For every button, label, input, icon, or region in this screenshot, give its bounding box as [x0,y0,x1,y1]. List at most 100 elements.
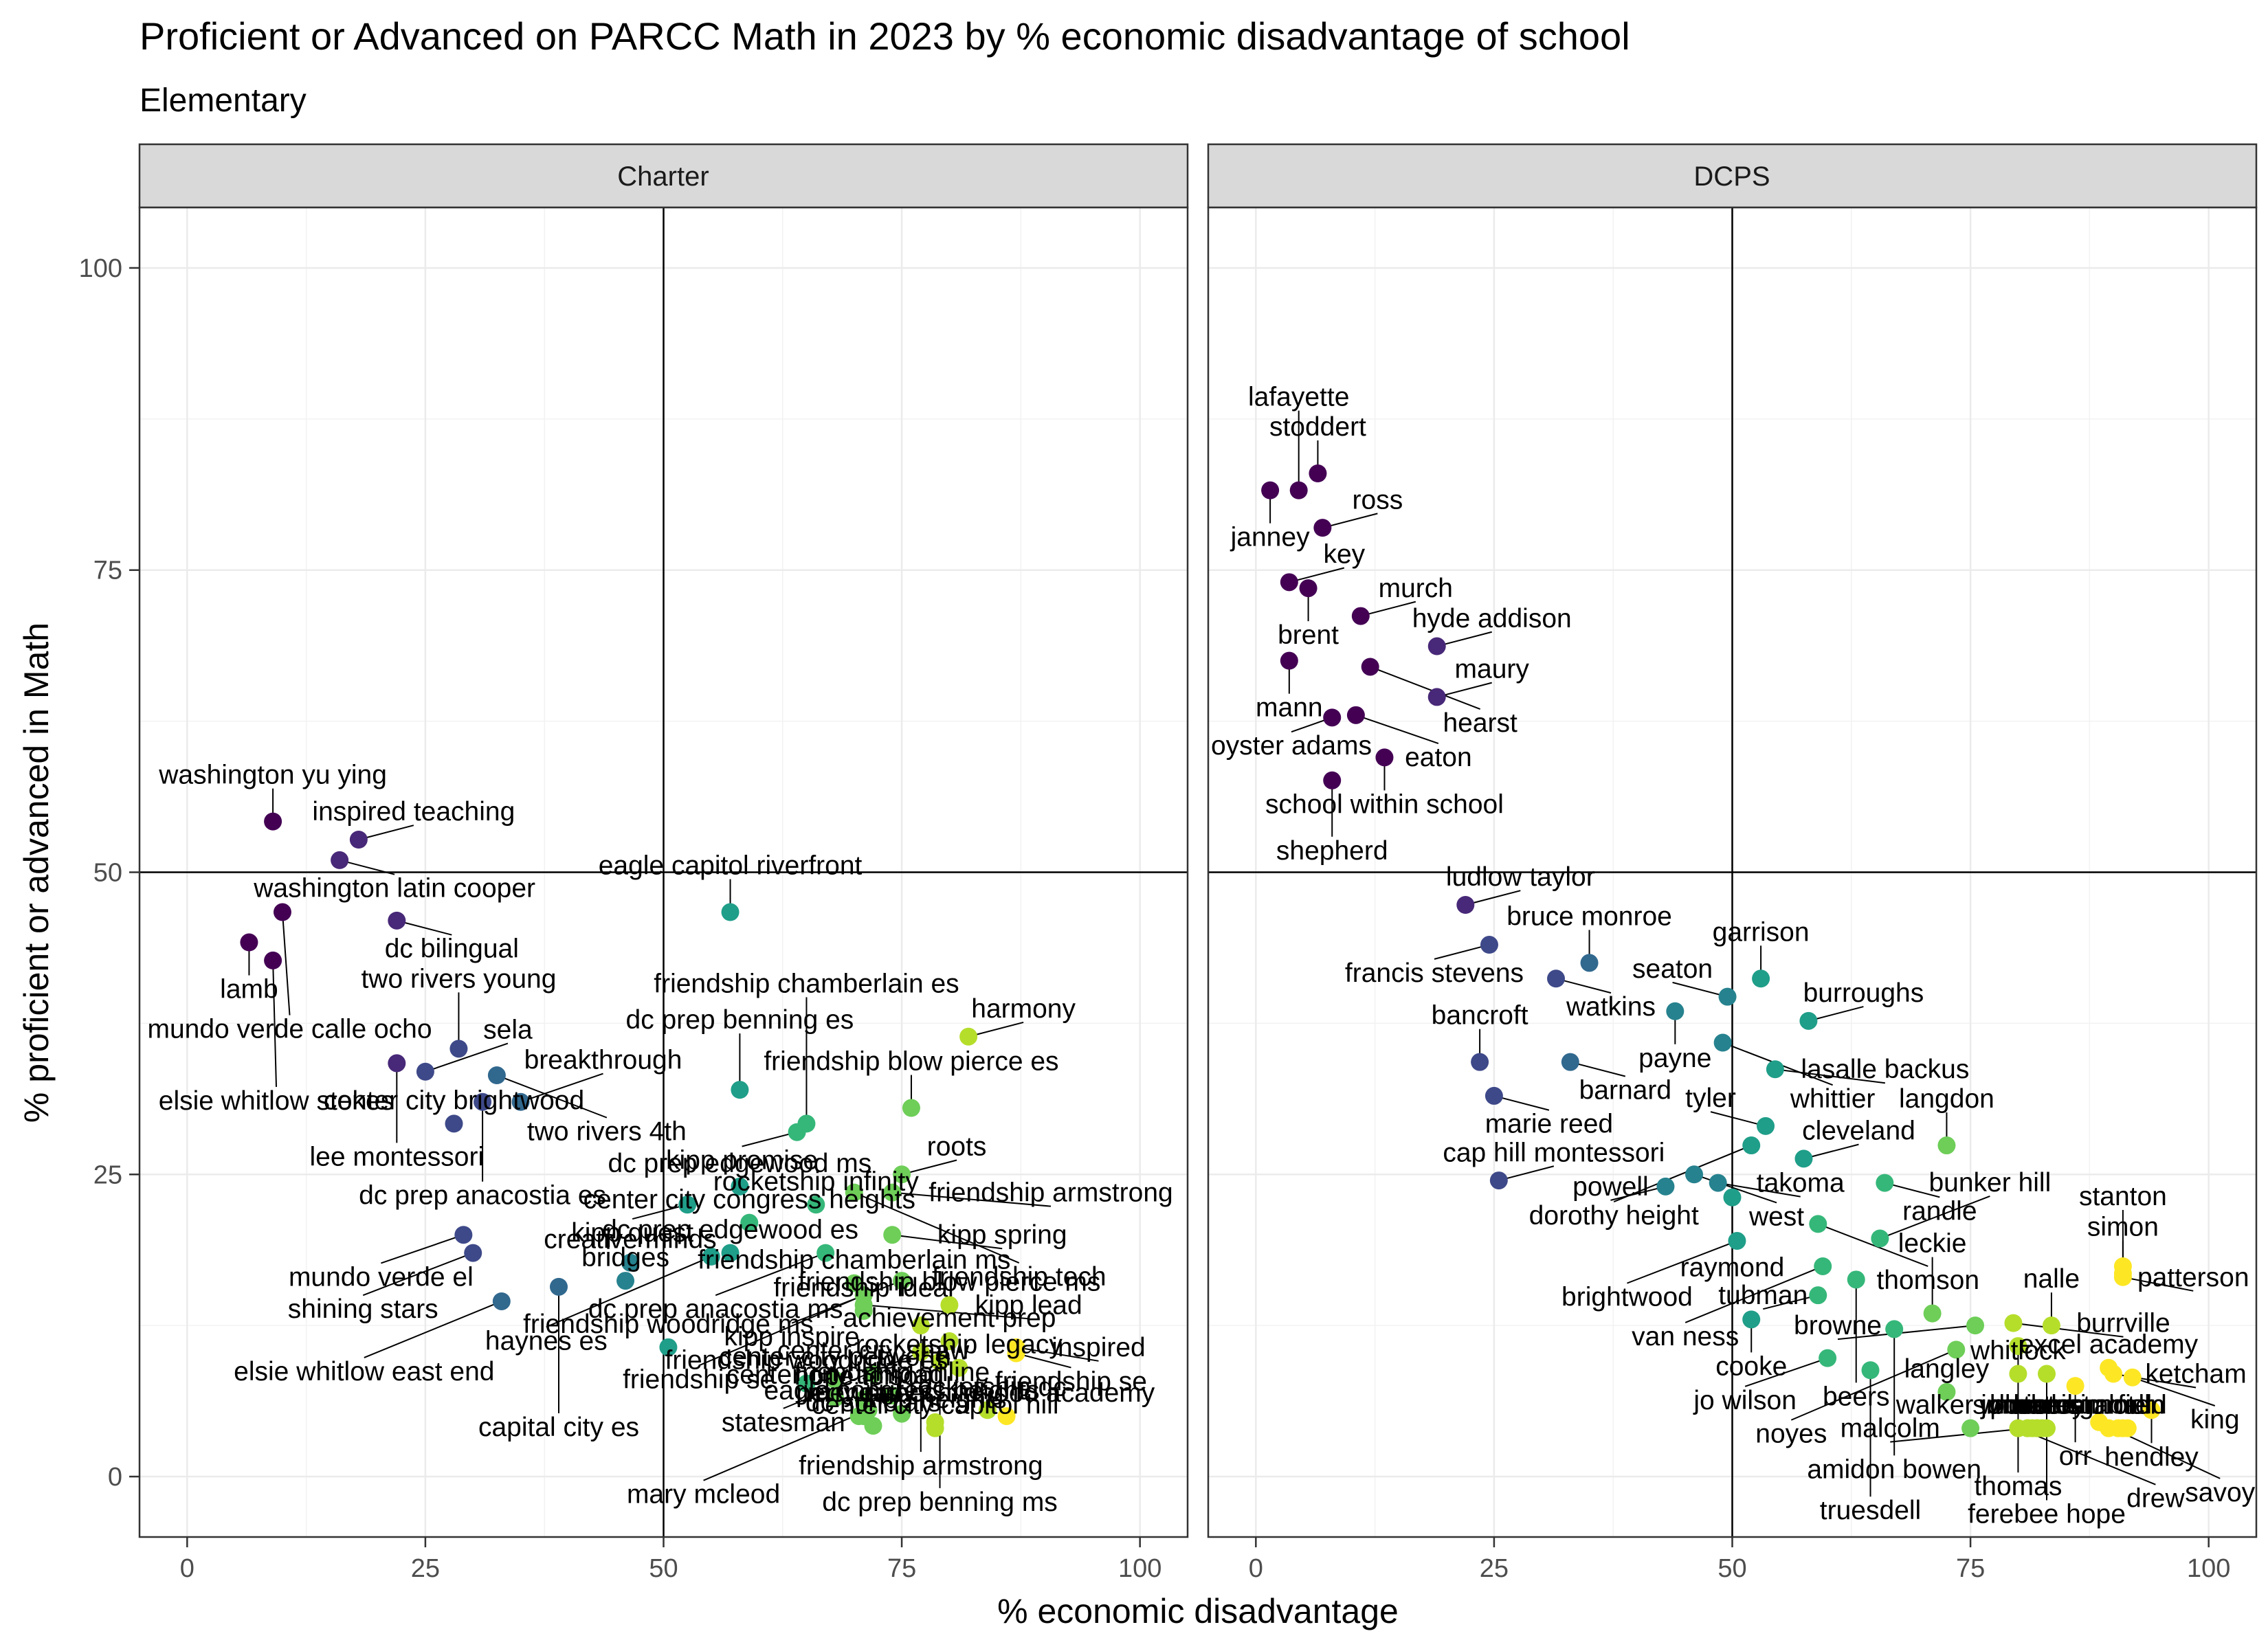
label-leader-line [1837,1325,1976,1340]
x-ticks-dcps: 0 25 50 75 100 [1249,1537,2230,1583]
label-leader-line [698,1294,865,1367]
data-point [1814,1257,1832,1275]
point-label: cooke [1715,1351,1787,1381]
data-point [1713,1033,1732,1052]
point-label: dc prep benning es [626,1005,854,1035]
point-label: school within school [1265,789,1504,819]
y-axis-title: % proficient or advanced in Math [17,622,56,1123]
point-label: harris [2013,1391,2080,1420]
point-label: friendship woodridge es [665,1346,948,1376]
point-label: rocketship dc [909,1372,1067,1402]
point-label: malcolm [1841,1414,1940,1444]
point-label: marie reed [1485,1110,1613,1139]
point-label: mundo verde el [289,1262,474,1292]
x-tick-label: 100 [1118,1554,1161,1583]
data-point [487,1066,506,1085]
point-label: leckie [1898,1229,1967,1259]
data-point [2100,1358,2118,1377]
data-point [1299,579,1318,598]
point-label: friendship se [995,1367,1147,1396]
point-label: oyster adams [1211,731,1372,761]
point-label: kipp heights [864,1384,1007,1414]
data-point [807,1196,825,1214]
label-leader-line [272,960,277,1087]
x-tick-label: 75 [1956,1554,1985,1583]
point-label: plummer [1990,1391,2094,1420]
point-label: kipp promise [666,1146,818,1176]
point-label: elsie whitlow east end [234,1357,494,1387]
data-point [721,1244,740,1262]
data-point [950,1358,968,1377]
data-point [893,1165,911,1184]
data-point [883,1226,902,1244]
x-tick-label: 0 [180,1554,194,1583]
data-point [678,1196,697,1214]
data-point [1346,706,1365,724]
leader-lines-dcps [1269,410,2221,1501]
chart-subtitle: Elementary [140,82,307,119]
data-point [1819,1349,1837,1367]
data-point [1876,1174,1894,1192]
data-point [864,1417,882,1435]
point-label: shining stars [288,1294,438,1324]
label-leader-line [1803,1143,1859,1160]
x-tick-label: 25 [411,1554,440,1583]
point-label: miner [2003,1391,2071,1420]
data-point [449,1040,468,1058]
data-point [416,1062,434,1081]
data-point [845,1274,863,1292]
point-label: dc scholars [805,1388,941,1417]
point-label: patterson [2137,1263,2249,1292]
point-label: mary mcleod [627,1480,780,1510]
data-point [1685,1165,1704,1184]
data-point [940,1332,959,1351]
x-tick-label: 50 [649,1554,678,1583]
point-label: watkins [1566,992,1656,1022]
data-point [1547,969,1566,988]
point-label: noyes [1755,1420,1827,1449]
point-label: center city brightwood [324,1086,584,1115]
label-leader-line [1434,944,1490,960]
label-leader-line [1016,1352,1071,1369]
point-label: amidon bowen [1807,1455,1981,1484]
label-leader-line [892,1234,1003,1250]
data-point [1709,1174,1727,1192]
point-label: jo wilson [1693,1386,1797,1415]
data-point [1580,954,1599,972]
point-label: shepherd [1276,836,1388,866]
point-label: dc prep edgewood ms [608,1149,872,1178]
data-point [1728,1232,1746,1250]
label-leader-line [1790,1349,1957,1421]
data-point [1261,481,1280,500]
label-leader-line [2132,1376,2216,1406]
point-label: mundo verde calle ocho [147,1015,432,1044]
y-tick-label: 25 [93,1160,122,1189]
point-label: dc prep anacostia es [359,1181,606,1211]
point-label: dc prep edgewood es [602,1215,858,1245]
reference-lines-dcps [1208,207,2256,1537]
label-leader-line [1436,682,1492,698]
data-point [893,1404,911,1423]
data-point [1666,1002,1685,1020]
y-tick-label: 75 [93,557,122,585]
facet-strip-charter [138,143,1189,209]
point-label: ludlow taylor [1446,862,1595,892]
point-label: eagle capitol riverfront [599,851,863,881]
data-point [845,1183,863,1202]
data-point [1718,987,1737,1006]
data-point [2142,1401,2161,1420]
data-point [1937,1382,1956,1401]
point-label: meridian [808,1378,911,1408]
point-label: capital city es [478,1413,639,1442]
point-label: brightwood [1561,1283,1693,1312]
point-label: takoma [1757,1169,1845,1198]
point-label: bridges [581,1243,669,1272]
label-leader-line [1370,666,1481,710]
y-tick-label: 0 [108,1463,122,1492]
data-point [926,1413,944,1431]
data-point [997,1407,1016,1426]
data-point [511,1092,530,1111]
point-label: rocketship infinity [713,1167,920,1196]
label-leader-line [854,1191,1020,1264]
point-label: friendship chamberlain es [654,969,959,998]
